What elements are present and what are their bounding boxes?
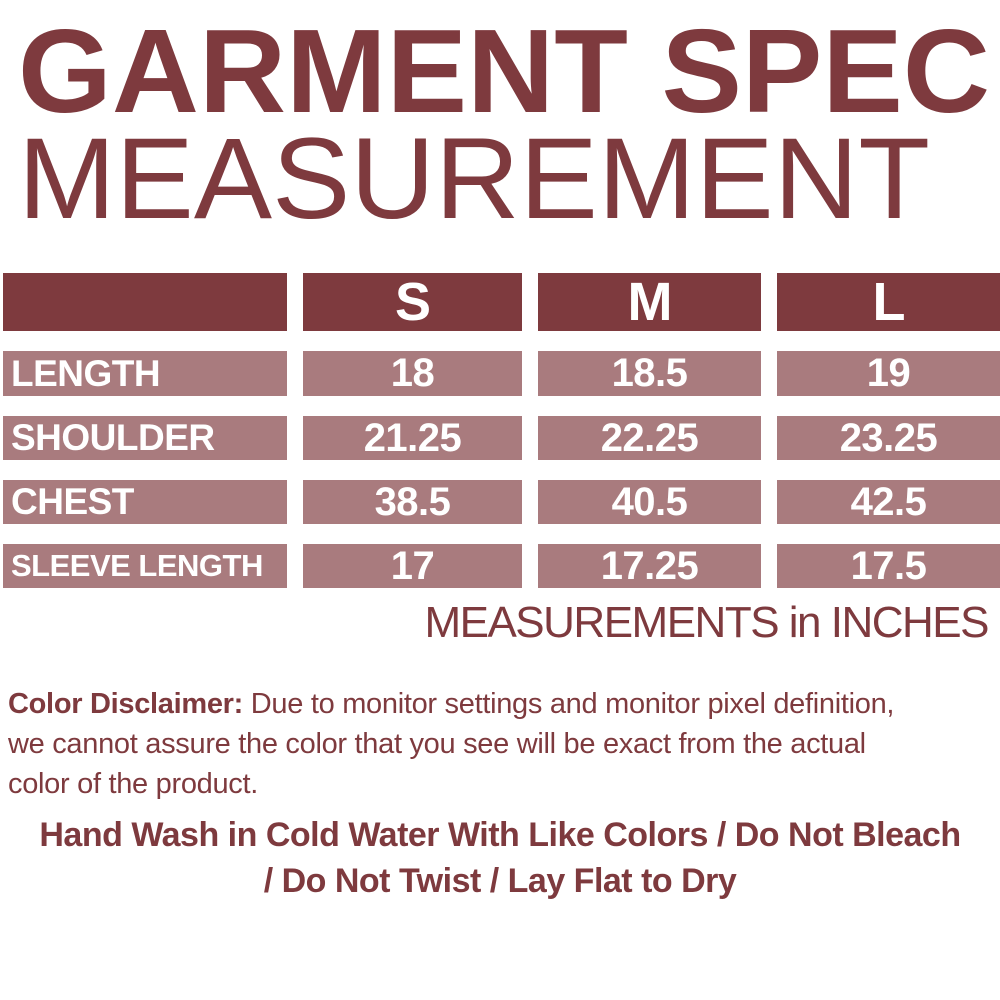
value-cell-length-m: 18.5 <box>538 351 761 396</box>
page-title: GARMENT SPEC <box>18 5 990 138</box>
unit-note: MEASUREMENTS in INCHES <box>424 598 989 647</box>
value-cell-shoulder-l: 23.25 <box>777 416 1000 460</box>
value-cell-sleeve-l: 17.5 <box>777 544 1000 588</box>
value-cell-chest-m: 40.5 <box>538 480 761 524</box>
disclaimer-line3: color of the product. <box>8 768 259 800</box>
value-cell-shoulder-s: 21.25 <box>303 416 522 460</box>
row-label-shoulder: SHOULDER <box>3 416 287 460</box>
size-chart-table: S M L LENGTH 18 18.5 19 SHOULDER 21.25 2… <box>3 272 1000 588</box>
size-column-header-l: L <box>777 272 1000 332</box>
care-line1: Hand Wash in Cold Water With Like Colors… <box>39 816 961 854</box>
disclaimer-line2: we cannot assure the color that you see … <box>8 728 866 760</box>
value-cell-chest-s: 38.5 <box>303 480 522 524</box>
disclaimer-label: Color Disclaimer: <box>8 688 244 720</box>
header-spacer-cell <box>3 273 287 331</box>
value-cell-length-s: 18 <box>303 351 522 396</box>
value-cell-sleeve-s: 17 <box>303 544 522 588</box>
value-cell-length-l: 19 <box>777 351 1000 396</box>
disclaimer-line1-text: Due to monitor settings and monitor pixe… <box>243 688 895 720</box>
size-column-header-s: S <box>303 272 522 332</box>
page-subtitle: MEASUREMENT <box>18 115 930 235</box>
row-label-sleeve-length: SLEEVE LENGTH <box>3 544 287 588</box>
size-column-header-m: M <box>538 272 761 332</box>
row-label-chest: CHEST <box>3 480 287 524</box>
care-line2: / Do Not Twist / Lay Flat to Dry <box>263 862 737 900</box>
title-block: GARMENT SPEC MEASUREMENT <box>18 5 990 235</box>
row-label-length: LENGTH <box>3 351 287 396</box>
value-cell-shoulder-m: 22.25 <box>538 416 761 460</box>
value-cell-chest-l: 42.5 <box>777 480 1000 524</box>
color-disclaimer: Color Disclaimer: Due to monitor setting… <box>8 684 996 804</box>
care-instructions: Hand Wash in Cold Water With Like Colors… <box>0 812 1000 904</box>
disclaimer-line1: Color Disclaimer: Due to monitor setting… <box>8 684 996 724</box>
value-cell-sleeve-m: 17.25 <box>538 544 761 588</box>
